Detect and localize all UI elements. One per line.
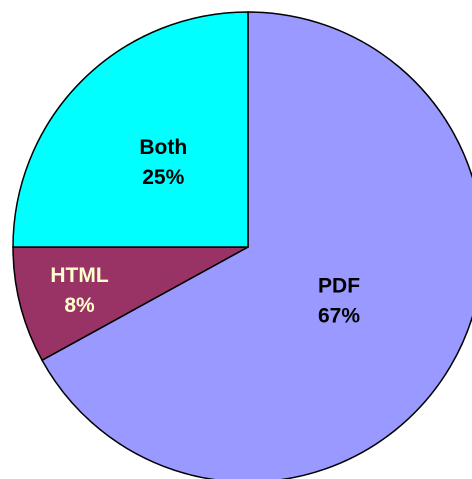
pie-slice: [12, 11, 249, 248]
slice-value-label: 25%: [142, 166, 184, 189]
slice-category-label: HTML: [50, 264, 108, 287]
slice-value-label: 8%: [64, 294, 95, 317]
pie-slice: [41, 11, 472, 479]
pie-slice: [12, 246, 249, 362]
slice-category-label: PDF: [318, 274, 360, 297]
slice-category-label: Both: [139, 136, 187, 159]
slice-value-label: 67%: [318, 304, 360, 327]
